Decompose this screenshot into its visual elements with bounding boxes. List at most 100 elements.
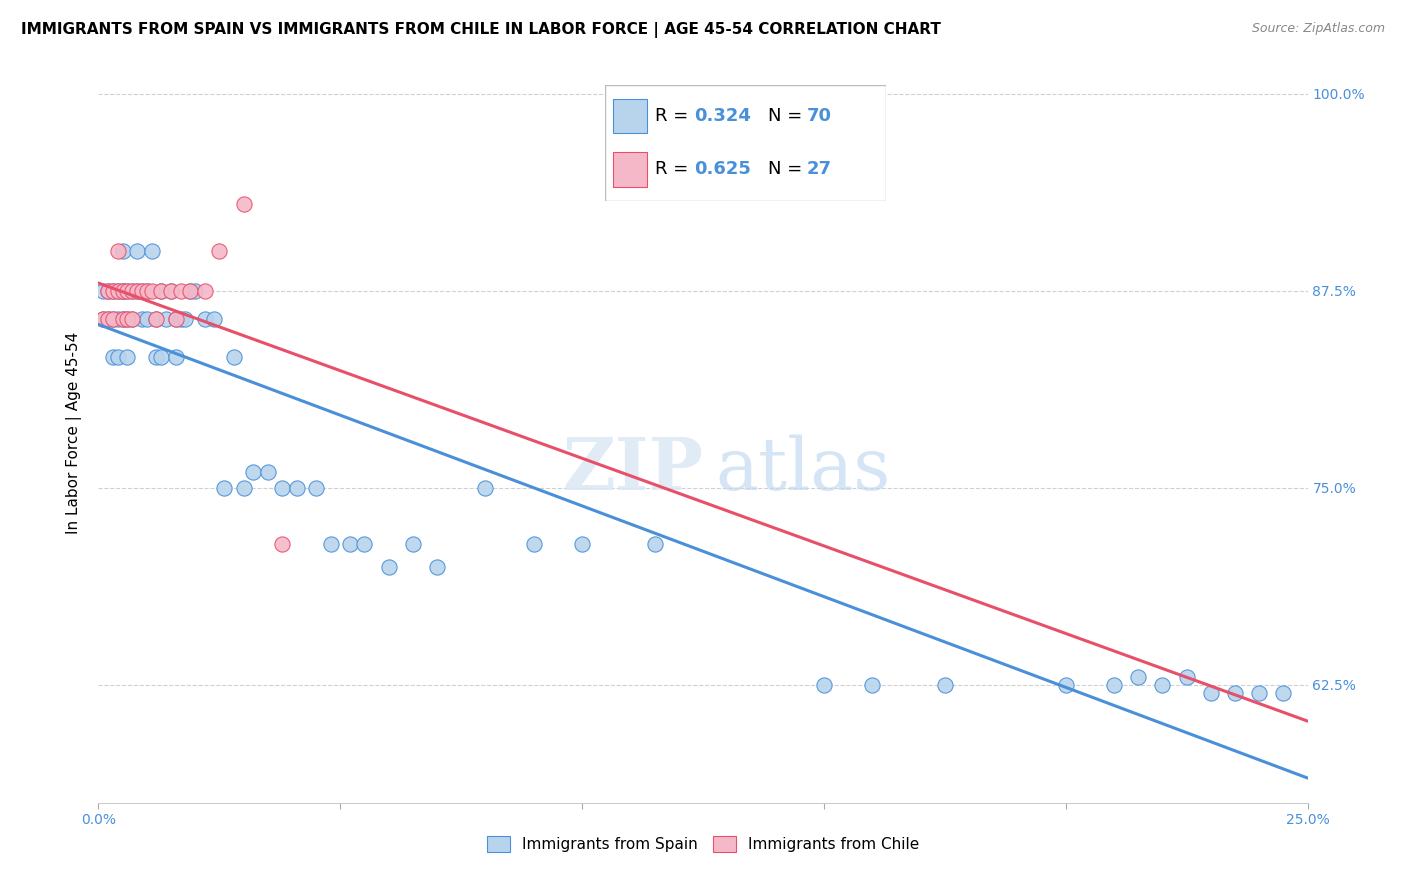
Point <box>121 284 143 298</box>
Point <box>165 350 187 364</box>
Point <box>131 284 153 298</box>
Point <box>1054 678 1077 692</box>
Point <box>150 284 173 298</box>
Point <box>860 678 883 692</box>
Point <box>150 284 173 298</box>
Point <box>101 284 124 298</box>
Point <box>145 312 167 326</box>
Point <box>426 559 449 574</box>
Point <box>184 284 207 298</box>
Point <box>145 350 167 364</box>
Point <box>117 284 139 298</box>
Point <box>101 284 124 298</box>
Point <box>165 312 187 326</box>
Point <box>127 284 149 298</box>
Text: 0.625: 0.625 <box>695 161 751 178</box>
Point <box>145 312 167 326</box>
Point <box>160 284 183 298</box>
Point <box>194 284 217 298</box>
Point <box>1249 685 1271 699</box>
Point <box>271 481 294 495</box>
Point <box>194 312 217 326</box>
Point <box>1223 685 1246 699</box>
Point <box>91 312 114 326</box>
Point <box>169 312 191 326</box>
Point <box>117 284 139 298</box>
Legend: Immigrants from Spain, Immigrants from Chile: Immigrants from Spain, Immigrants from C… <box>481 830 925 858</box>
Point <box>1199 685 1222 699</box>
Point <box>179 284 201 298</box>
Point <box>232 481 254 495</box>
Text: 0.324: 0.324 <box>695 107 751 125</box>
Point <box>155 312 177 326</box>
Point <box>212 481 235 495</box>
Point <box>135 312 157 326</box>
Point <box>107 350 129 364</box>
Point <box>97 284 120 298</box>
Point <box>117 350 139 364</box>
Point <box>107 244 129 259</box>
Bar <box>613 152 647 186</box>
Point <box>97 284 120 298</box>
Text: atlas: atlas <box>716 434 890 505</box>
Point <box>127 284 149 298</box>
Point <box>131 312 153 326</box>
Point <box>644 537 666 551</box>
Point <box>571 537 593 551</box>
Point <box>1128 670 1150 684</box>
Point <box>402 537 425 551</box>
Point <box>97 312 120 326</box>
Y-axis label: In Labor Force | Age 45-54: In Labor Force | Age 45-54 <box>66 332 83 533</box>
Point <box>107 284 129 298</box>
FancyBboxPatch shape <box>605 85 886 201</box>
Point <box>107 312 129 326</box>
Point <box>319 537 342 551</box>
Point <box>91 312 114 326</box>
Point <box>111 284 134 298</box>
Point <box>305 481 328 495</box>
Point <box>1272 685 1295 699</box>
Point <box>121 312 143 326</box>
Point <box>111 244 134 259</box>
Point <box>204 312 226 326</box>
Text: R =: R = <box>655 107 695 125</box>
Point <box>111 312 134 326</box>
Point <box>160 284 183 298</box>
Point <box>91 284 114 298</box>
Point <box>165 312 187 326</box>
Text: N =: N = <box>768 161 807 178</box>
Text: R =: R = <box>655 161 695 178</box>
Point <box>353 537 375 551</box>
Point <box>111 284 134 298</box>
Point <box>1152 678 1174 692</box>
Point <box>111 312 134 326</box>
Point <box>934 678 956 692</box>
Point <box>232 197 254 211</box>
Point <box>813 678 835 692</box>
Point <box>285 481 308 495</box>
Point <box>101 312 124 326</box>
Point <box>523 537 546 551</box>
Point <box>117 312 139 326</box>
Point <box>97 312 120 326</box>
Point <box>101 312 124 326</box>
Point <box>127 244 149 259</box>
Text: N =: N = <box>768 107 807 125</box>
Text: ZIP: ZIP <box>562 434 703 505</box>
Point <box>101 350 124 364</box>
Point <box>141 244 163 259</box>
Point <box>1175 670 1198 684</box>
Point <box>107 284 129 298</box>
Point <box>222 350 245 364</box>
Text: 27: 27 <box>807 161 832 178</box>
Point <box>121 284 143 298</box>
Point <box>1102 678 1125 692</box>
Point <box>377 559 399 574</box>
Point <box>179 284 201 298</box>
Point <box>121 312 143 326</box>
Point <box>474 481 496 495</box>
Bar <box>613 99 647 134</box>
Point <box>135 284 157 298</box>
Point <box>111 284 134 298</box>
Text: Source: ZipAtlas.com: Source: ZipAtlas.com <box>1251 22 1385 36</box>
